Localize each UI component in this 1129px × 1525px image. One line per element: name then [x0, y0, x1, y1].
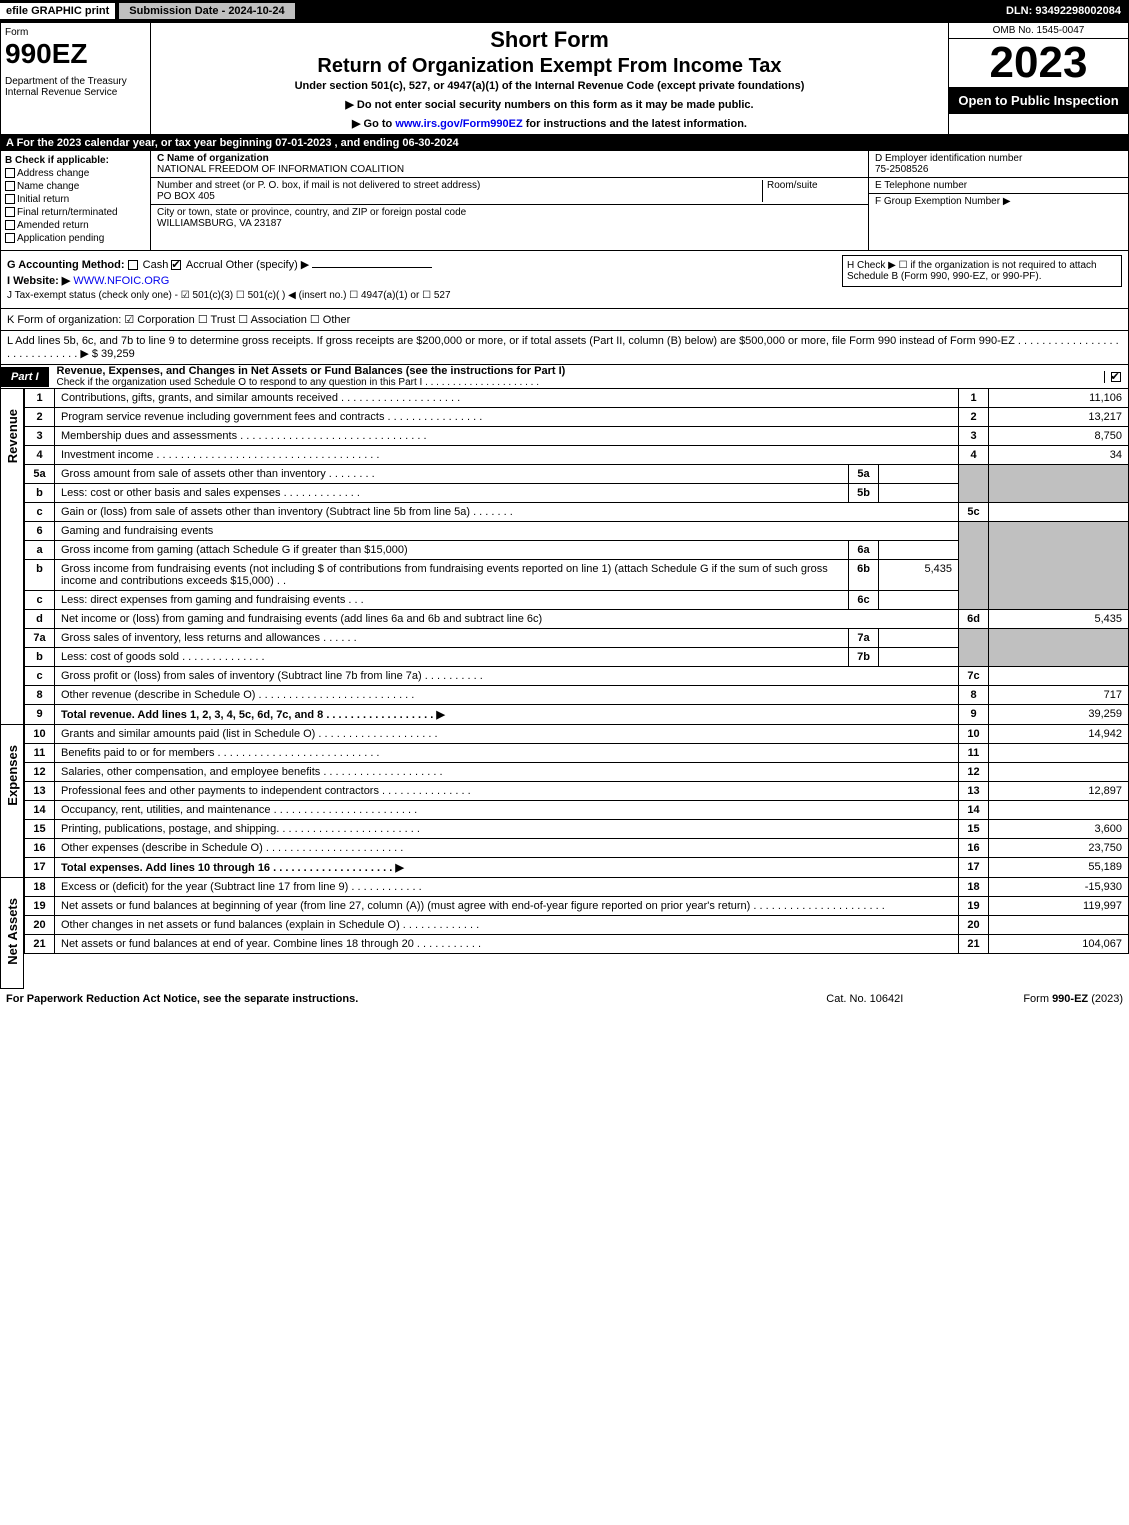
form-number: 990EZ	[5, 38, 146, 70]
line-6: 6Gaming and fundraising events	[25, 522, 1129, 541]
short-form-title: Short Form	[159, 27, 940, 53]
street-label: Number and street (or P. O. box, if mail…	[157, 180, 480, 191]
chk-final-return[interactable]: Final return/terminated	[5, 207, 146, 218]
line-5c: cGain or (loss) from sale of assets othe…	[25, 503, 1129, 522]
header-center: Short Form Return of Organization Exempt…	[151, 23, 948, 134]
irs-link[interactable]: www.irs.gov/Form990EZ	[395, 118, 522, 130]
line-12: 12Salaries, other compensation, and empl…	[25, 763, 1129, 782]
chk-initial-return[interactable]: Initial return	[5, 194, 146, 205]
section-h: H Check ▶ ☐ if the organization is not r…	[842, 255, 1122, 287]
expenses-side-label: Expenses	[0, 725, 24, 878]
line-15: 15Printing, publications, postage, and s…	[25, 820, 1129, 839]
city-label: City or town, state or province, country…	[157, 207, 466, 218]
ein-value: 75-2508526	[875, 164, 928, 175]
paperwork-notice: For Paperwork Reduction Act Notice, see …	[6, 993, 358, 1005]
submission-date: Submission Date - 2024-10-24	[119, 3, 294, 19]
expenses-table: 10Grants and similar amounts paid (list …	[24, 725, 1129, 878]
line-9: 9Total revenue. Add lines 1, 2, 3, 4, 5c…	[25, 705, 1129, 725]
section-a: A For the 2023 calendar year, or tax yea…	[0, 135, 1129, 151]
line-6d: dNet income or (loss) from gaming and fu…	[25, 610, 1129, 629]
org-name: NATIONAL FREEDOM OF INFORMATION COALITIO…	[157, 164, 404, 175]
section-def: D Employer identification number 75-2508…	[868, 151, 1128, 250]
instruction-1: ▶ Do not enter social security numbers o…	[159, 98, 940, 111]
part-1-title: Revenue, Expenses, and Changes in Net As…	[49, 365, 1104, 388]
chk-application-pending[interactable]: Application pending	[5, 233, 146, 244]
line-7c: cGross profit or (loss) from sales of in…	[25, 667, 1129, 686]
part-1-header: Part I Revenue, Expenses, and Changes in…	[0, 365, 1129, 389]
line-13: 13Professional fees and other payments t…	[25, 782, 1129, 801]
line-7a: 7aGross sales of inventory, less returns…	[25, 629, 1129, 648]
line-8: 8Other revenue (describe in Schedule O) …	[25, 686, 1129, 705]
group-exemption-label: F Group Exemption Number ▶	[875, 196, 1011, 207]
department-label: Department of the Treasury Internal Reve…	[5, 76, 146, 98]
website-link[interactable]: WWW.NFOIC.ORG	[73, 275, 169, 287]
line-3: 3Membership dues and assessments . . . .…	[25, 427, 1129, 446]
org-name-label: C Name of organization	[157, 153, 269, 164]
netassets-table: 18Excess or (deficit) for the year (Subt…	[24, 878, 1129, 954]
ein-label: D Employer identification number	[875, 153, 1022, 164]
form-label: Form	[5, 27, 146, 38]
room-label: Room/suite	[767, 180, 818, 191]
section-j: J Tax-exempt status (check only one) - ☑…	[7, 290, 1122, 301]
chk-name-change[interactable]: Name change	[5, 181, 146, 192]
form-header: Form 990EZ Department of the Treasury In…	[0, 22, 1129, 135]
dln-number: DLN: 93492298002084	[1006, 5, 1129, 17]
line-21: 21Net assets or fund balances at end of …	[25, 935, 1129, 954]
gross-receipts-value: 39,259	[101, 348, 135, 360]
section-b-label: B Check if applicable:	[5, 155, 146, 166]
section-ghij: H Check ▶ ☐ if the organization is not r…	[0, 251, 1129, 309]
line-18: 18Excess or (deficit) for the year (Subt…	[25, 878, 1129, 897]
efile-print-label: efile GRAPHIC print	[0, 3, 115, 19]
info-grid: B Check if applicable: Address change Na…	[0, 151, 1129, 251]
subtitle: Under section 501(c), 527, or 4947(a)(1)…	[159, 80, 940, 92]
tax-year: 2023	[949, 39, 1128, 87]
open-to-public: Open to Public Inspection	[949, 87, 1128, 114]
form-reference: Form 990-EZ (2023)	[1023, 993, 1123, 1005]
chk-address-change[interactable]: Address change	[5, 168, 146, 179]
line-14: 14Occupancy, rent, utilities, and mainte…	[25, 801, 1129, 820]
section-c: C Name of organization NATIONAL FREEDOM …	[151, 151, 868, 250]
line-11: 11Benefits paid to or for members . . . …	[25, 744, 1129, 763]
line-20: 20Other changes in net assets or fund ba…	[25, 916, 1129, 935]
main-title: Return of Organization Exempt From Incom…	[159, 55, 940, 78]
header-right: OMB No. 1545-0047 2023 Open to Public In…	[948, 23, 1128, 134]
line-5a: 5aGross amount from sale of assets other…	[25, 465, 1129, 484]
footer: For Paperwork Reduction Act Notice, see …	[0, 989, 1129, 1009]
part-1-check[interactable]	[1104, 371, 1128, 383]
phone-label: E Telephone number	[875, 180, 967, 191]
instruction-2: ▶ Go to www.irs.gov/Form990EZ for instru…	[159, 117, 940, 130]
street-value: PO BOX 405	[157, 191, 215, 202]
section-k: K Form of organization: ☑ Corporation ☐ …	[0, 309, 1129, 331]
revenue-table: 1Contributions, gifts, grants, and simil…	[24, 389, 1129, 725]
chk-amended[interactable]: Amended return	[5, 220, 146, 231]
catalog-number: Cat. No. 10642I	[826, 993, 903, 1005]
header-left: Form 990EZ Department of the Treasury In…	[1, 23, 151, 134]
line-10: 10Grants and similar amounts paid (list …	[25, 725, 1129, 744]
line-16: 16Other expenses (describe in Schedule O…	[25, 839, 1129, 858]
omb-number: OMB No. 1545-0047	[949, 23, 1128, 39]
section-b: B Check if applicable: Address change Na…	[1, 151, 151, 250]
line-17: 17Total expenses. Add lines 10 through 1…	[25, 858, 1129, 878]
line-2: 2Program service revenue including gover…	[25, 408, 1129, 427]
revenue-side-label: Revenue	[0, 389, 24, 725]
line-19: 19Net assets or fund balances at beginni…	[25, 897, 1129, 916]
section-l: L Add lines 5b, 6c, and 7b to line 9 to …	[0, 331, 1129, 365]
part-1-label: Part I	[1, 367, 49, 387]
line-1: 1Contributions, gifts, grants, and simil…	[25, 389, 1129, 408]
line-4: 4Investment income . . . . . . . . . . .…	[25, 446, 1129, 465]
city-value: WILLIAMSBURG, VA 23187	[157, 218, 282, 229]
netassets-side-label: Net Assets	[0, 878, 24, 989]
top-bar: efile GRAPHIC print Submission Date - 20…	[0, 0, 1129, 22]
